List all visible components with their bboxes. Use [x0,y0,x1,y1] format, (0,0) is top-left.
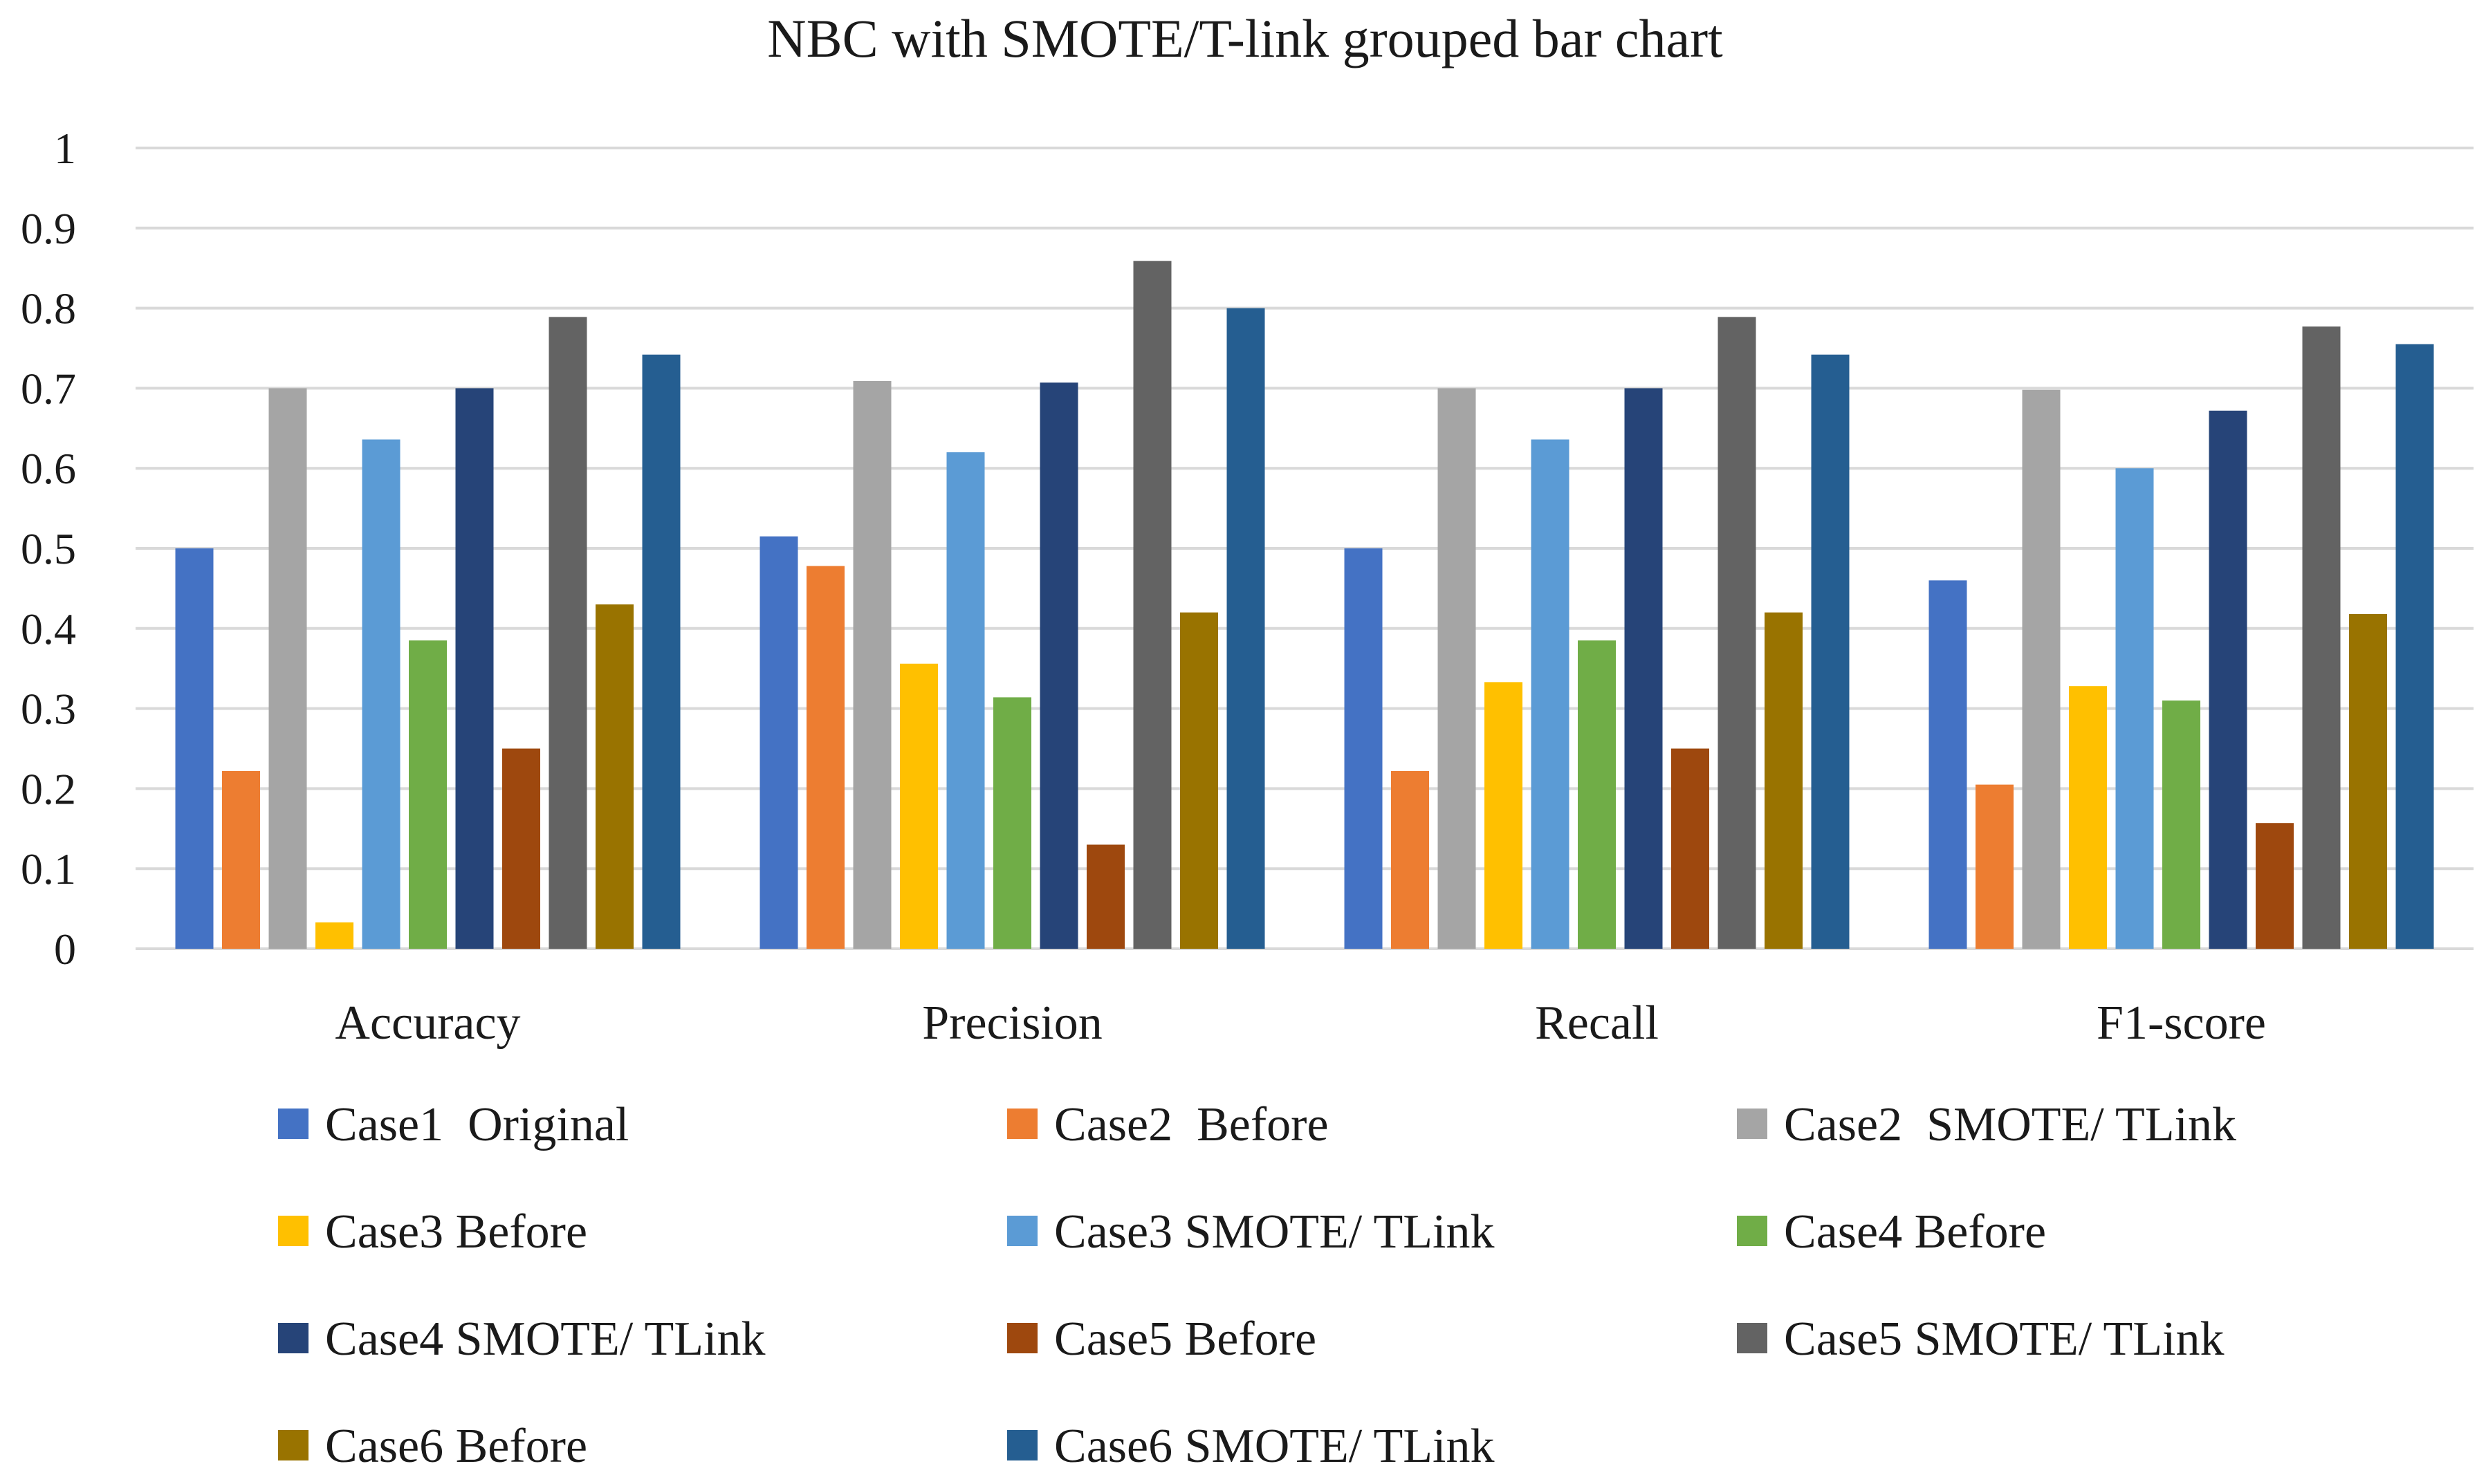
bar [1437,388,1476,949]
bar [1180,612,1218,949]
y-tick-label: 0 [54,925,76,974]
y-tick-label: 0.8 [21,284,76,333]
legend-label: Case4 Before [1784,1205,2046,1259]
bar [900,663,938,949]
bar [993,697,1031,949]
y-tick-label: 0.6 [21,444,76,493]
legend-label: Case3 SMOTE/ TLink [1054,1205,1494,1259]
legend-swatch [278,1430,309,1460]
legend-swatch [1007,1109,1038,1139]
legend-label: Case1 Original [325,1098,629,1151]
legend-label: Case3 Before [325,1205,587,1259]
bar [1344,548,1383,949]
bar [1040,382,1078,949]
bar [596,604,634,949]
x-category-label: Recall [1535,996,1659,1050]
legend-swatch [278,1323,309,1353]
legend-swatch [1007,1430,1038,1460]
legend-label: Case6 Before [325,1420,587,1473]
x-category-label: Precision [922,996,1103,1050]
y-tick-label: 0.4 [21,604,76,653]
legend-label: Case2 SMOTE/ TLink [1784,1098,2236,1151]
bar [1578,640,1616,949]
bar [2302,326,2341,949]
bar [2069,686,2107,949]
bar [1226,308,1265,949]
legend-swatch [1007,1216,1038,1246]
bar [1391,770,1429,949]
bar [2022,389,2061,949]
bar [1928,580,1967,949]
legend-label: Case4 SMOTE/ TLink [325,1313,765,1366]
bar [222,770,260,949]
bar [549,317,587,949]
bar [1531,439,1569,949]
legend-label: Case5 SMOTE/ TLink [1784,1313,2224,1366]
y-tick-label: 0.1 [21,844,76,893]
y-tick-label: 0.9 [21,204,76,253]
bar [362,439,400,949]
legend-label: Case2 Before [1054,1098,1329,1151]
bar [1087,844,1125,949]
y-tick-label: 0.3 [21,685,76,734]
legend-label: Case6 SMOTE/ TLink [1054,1420,1494,1473]
bar [2162,701,2200,949]
bar [1624,388,1663,949]
legend-swatch [1737,1216,1767,1246]
bar [502,748,540,949]
legend-label: Case5 Before [1054,1313,1316,1366]
x-category-label: Accuracy [335,996,520,1050]
bar [1718,317,1756,949]
y-tick-label: 0.7 [21,364,76,413]
legend: Case1 Original Case2 Before Case2 SMOTE/ T… [278,1098,2236,1473]
bar [175,548,214,949]
legend-swatch [278,1109,309,1139]
chart-title: NBC with SMOTE/T-link grouped bar chart [767,8,1723,68]
bar [1976,784,2014,949]
y-tick-label: 0.2 [21,764,76,813]
legend-swatch [1737,1109,1767,1139]
bar [853,380,892,949]
bar [1811,354,1850,949]
bar [2395,344,2434,949]
bar [1765,612,1803,949]
bar [2115,468,2154,949]
x-category-label: F1-score [2097,996,2266,1050]
bar [2256,823,2294,949]
bar [642,354,681,949]
bar [1484,682,1522,949]
bar [2209,410,2247,949]
y-tick-label: 1 [54,124,76,173]
legend-swatch [1007,1323,1038,1353]
legend-swatch [278,1216,309,1246]
bar [1133,261,1172,949]
bar [807,566,845,949]
y-tick-label: 0.5 [21,524,76,573]
bar [455,388,494,949]
bar [268,388,307,949]
bar [2349,613,2387,949]
bar [1671,748,1709,949]
x-axis-category-labels: Accuracy Precision Recall F1-score [335,996,2266,1050]
y-axis-tick-labels: 0 0.1 0.2 0.3 0.4 0.5 0.6 0.7 0.8 0.9 1 [21,124,76,974]
bar [759,536,798,949]
bar [315,922,353,949]
bar [409,640,447,949]
legend-swatch [1737,1323,1767,1353]
bar-marks [175,261,2434,949]
bar [946,452,985,949]
